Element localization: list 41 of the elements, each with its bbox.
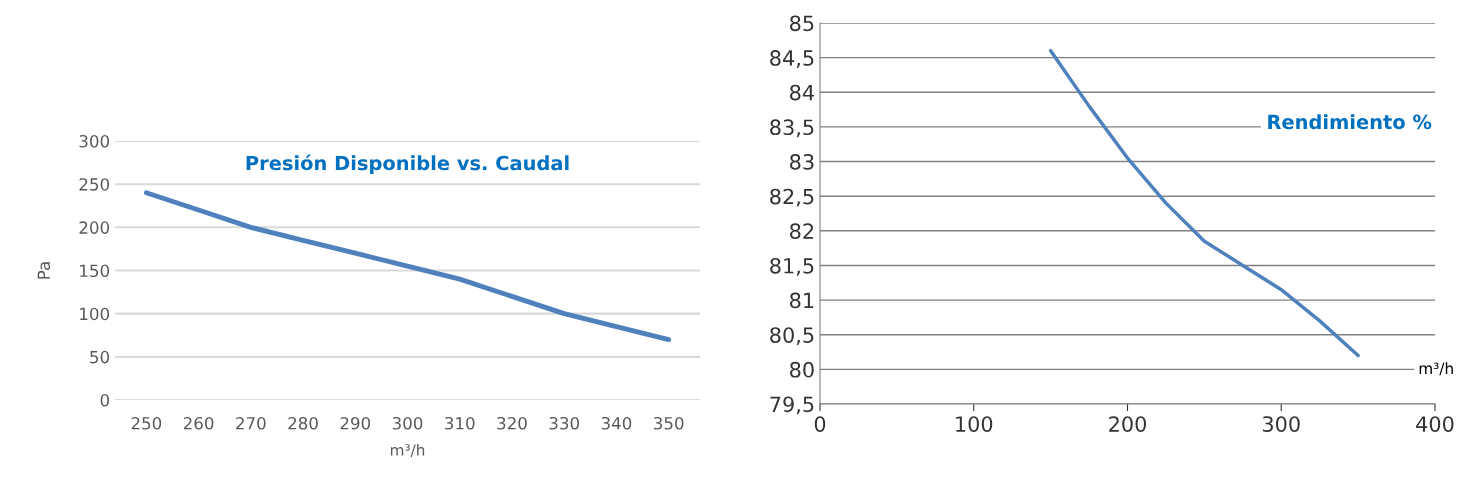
x-tick-label: 100 [956,416,993,432]
x-tick-label: 260 [183,416,214,430]
x-tick-label: 290 [340,416,371,430]
y-tick-label: 50 [90,350,110,364]
x-tick-label: 400 [1416,416,1454,432]
x-tick-label: 350 [654,416,684,430]
y-tick-label: 0 [100,393,110,407]
x-tick-label: 200 [1109,416,1146,432]
y-axis-title: Pa [37,262,51,279]
y-tick-label: 300 [79,134,110,148]
line-series [143,190,672,342]
y-tick-label: 80 [790,361,814,378]
y-tick-label: 81 [790,292,814,309]
x-tick-label: 340 [601,416,632,430]
y-tick-label: 83 [790,154,814,170]
y-tick-label: 84,5 [770,50,814,68]
x-axis-title: m³/h [1419,362,1453,376]
x-tick-label: 330 [549,416,579,430]
y-tick-label: 82 [790,223,814,240]
y-tick-label: 250 [79,178,110,191]
y-tick-label: 200 [79,221,110,234]
y-tick-label: 80,5 [770,327,814,346]
x-tick-label: 270 [236,416,266,430]
x-tick-label: 310 [445,416,475,430]
y-tick-label: 85 [790,15,814,32]
y-tick-label: 150 [80,264,110,278]
y-tick-label: 100 [80,307,110,321]
x-tick-label: 0 [814,416,826,432]
x-axis-title: m³/h [390,443,425,457]
y-tick-label: 81,5 [770,257,814,276]
x-tick-label: 300 [392,416,423,430]
y-tick-label: 83,5 [770,119,814,138]
x-tick-label: 250 [131,416,162,430]
x-tick-label: 280 [288,416,318,430]
y-tick-label: 84 [790,84,814,101]
y-tick-label: 82,5 [770,188,814,207]
x-tick-label: 320 [497,416,527,430]
x-tick-label: 300 [1262,416,1300,432]
y-tick-label: 79,5 [770,396,814,415]
text: Presión Disponible vs. Caudal [246,154,569,175]
text: Rendimiento % [1268,114,1432,130]
